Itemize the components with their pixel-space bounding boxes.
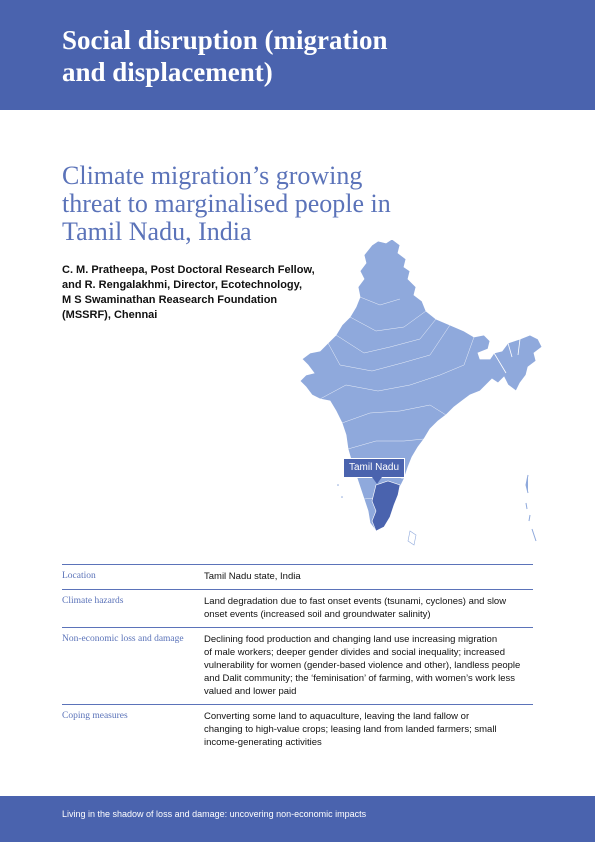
section-title: Social disruption (migration and displac… xyxy=(62,24,542,88)
article-title: Climate migration’s growing threat to ma… xyxy=(62,162,482,246)
lakshadweep-island xyxy=(341,496,343,498)
section-title-line: and displacement) xyxy=(62,57,273,87)
byline-line: M S Swaminathan Reasearch Foundation xyxy=(62,294,278,306)
row-value-line: Land degradation due to fast onset event… xyxy=(204,596,507,607)
callout-label: Tamil Nadu xyxy=(349,462,400,473)
byline-line: (MSSRF), Chennai xyxy=(62,309,158,321)
article-title-line: Tamil Nadu, India xyxy=(62,217,252,246)
table-row-location: Location Tamil Nadu state, India xyxy=(62,564,533,590)
row-value: Tamil Nadu state, India xyxy=(204,565,533,590)
andaman-islands xyxy=(525,474,537,542)
footer-text: Living in the shadow of loss and damage:… xyxy=(62,809,367,819)
row-value-line: Converting some land to aquaculture, lea… xyxy=(204,711,470,722)
byline-line: C. M. Pratheepa, Post Doctoral Research … xyxy=(62,264,315,276)
northeast-border xyxy=(493,338,521,374)
table-row-coping-measures: Coping measures Converting some land to … xyxy=(62,704,533,756)
article-title-line: Climate migration’s growing xyxy=(62,161,363,190)
byline: C. M. Pratheepa, Post Doctoral Research … xyxy=(62,263,352,323)
row-label: Climate hazards xyxy=(62,596,124,606)
table-row-non-economic-loss: Non-economic loss and damage Declining f… xyxy=(62,627,533,705)
row-value-line: changing to high-value crops; leasing la… xyxy=(204,724,497,735)
row-label: Location xyxy=(62,571,96,581)
row-value-line: onset events (increased soil and groundw… xyxy=(204,609,431,620)
row-value-line: valued and lower paid xyxy=(204,686,297,697)
byline-line: and R. Rengalakhmi, Director, Ecotechnol… xyxy=(62,279,303,291)
header-band: Social disruption (migration and displac… xyxy=(0,0,595,110)
tamil-nadu-region xyxy=(371,480,401,532)
row-value: Converting some land to aquaculture, lea… xyxy=(204,705,533,756)
row-value-line: Tamil Nadu state, India xyxy=(204,571,301,582)
row-value-line: Declining food production and changing l… xyxy=(204,634,498,645)
row-value-line: vulnerability for women (gender-based vi… xyxy=(204,660,521,671)
row-value-line: of male workers; deeper gender divides a… xyxy=(204,647,506,658)
lakshadweep-island xyxy=(337,484,339,486)
row-value: Land degradation due to fast onset event… xyxy=(204,590,533,628)
sri-lanka xyxy=(407,530,417,546)
table-row-climate-hazards: Climate hazards Land degradation due to … xyxy=(62,589,533,628)
tamil-nadu-callout: Tamil Nadu xyxy=(343,458,406,484)
row-value-line: income-generating activities xyxy=(204,737,322,748)
case-summary-table: Location Tamil Nadu state, India Climate… xyxy=(62,564,533,755)
article-title-line: threat to marginalised people in xyxy=(62,189,391,218)
row-label: Coping measures xyxy=(62,711,128,721)
footer-band: Living in the shadow of loss and damage:… xyxy=(0,796,595,842)
section-title-line: Social disruption (migration xyxy=(62,25,388,55)
row-label: Non-economic loss and damage xyxy=(62,634,184,644)
row-value: Declining food production and changing l… xyxy=(204,628,533,705)
row-value-line: and Dalit community; the ‘feminisation’ … xyxy=(204,673,515,684)
